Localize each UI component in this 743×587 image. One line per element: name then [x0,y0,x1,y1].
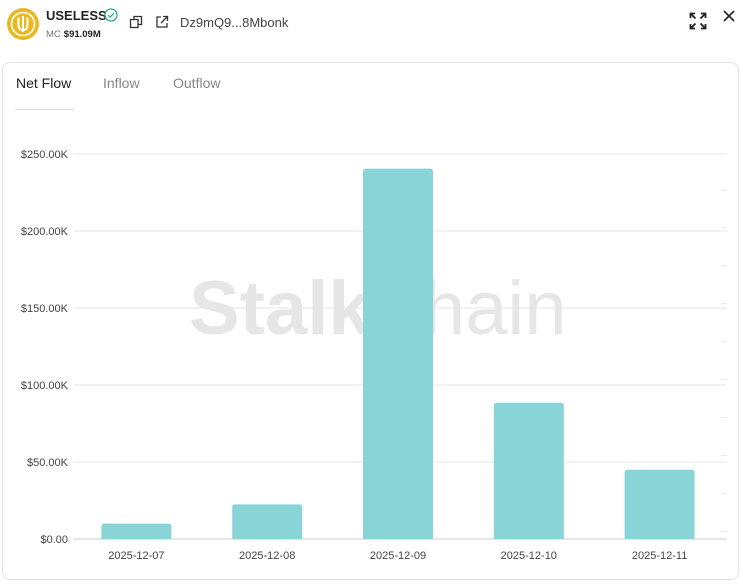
x-tick-label: 2025-12-11 [632,550,687,562]
market-cap-value: $91.09M [63,29,101,40]
y-tick-label: $150.00K [21,303,69,315]
net-flow-bar-chart: Stalk Chain $0.00$50.00K$100.00K$150.00K… [21,149,727,562]
x-axis-ticks: 2025-12-07 2025-12-08 2025-12-09 2025-12-10… [108,550,687,562]
y-tick-label: $0.00 [40,534,68,546]
useless-logo-icon [7,8,39,40]
tab-outflow[interactable]: Outflow [173,75,221,91]
tab-net-flow[interactable]: Net Flow [16,75,72,91]
token-address[interactable]: Dz9mQ9...8Mbonk [180,15,289,30]
copy-icon[interactable] [129,15,143,29]
bar-2025-12-11[interactable] [624,469,695,539]
bar-2025-12-08[interactable] [232,504,303,539]
y-tick-label: $100.00K [21,380,69,392]
bar-2025-12-09[interactable] [363,168,433,539]
market-cap-label: MC [46,29,61,40]
watermark-part1: Stalk [189,266,371,351]
tab-inflow[interactable]: Inflow [103,75,140,91]
bar-2025-12-10[interactable] [493,402,564,539]
close-icon[interactable] [722,9,736,23]
market-cap: MC $91.09M [46,29,101,40]
bars [101,168,695,539]
token-name: USELESS [46,8,107,23]
x-tick-label: 2025-12-08 [239,550,295,562]
expand-icon[interactable] [689,12,707,30]
active-tab-indicator [15,109,74,110]
y-tick-label: $50.00K [27,457,69,469]
y-tick-label: $250.00K [21,149,69,161]
verified-check-icon [104,8,118,22]
y-tick-label: $200.00K [21,226,69,238]
x-tick-label: 2025-12-09 [370,550,426,562]
bar-2025-12-07[interactable] [101,523,172,539]
right-axis-ticks [721,189,727,532]
header: USELESS MC $91.09M Dz9mQ9...8Mbonk [0,0,743,52]
chart-panel: Net Flow Inflow Outflow Stalk Chain $0.0… [2,62,739,580]
external-link-icon[interactable] [155,15,169,29]
x-tick-label: 2025-12-07 [108,550,164,562]
y-axis-ticks: $0.00 $50.00K $100.00K $150.00K $200.00K $250… [21,149,69,546]
x-tick-label: 2025-12-10 [501,550,557,562]
